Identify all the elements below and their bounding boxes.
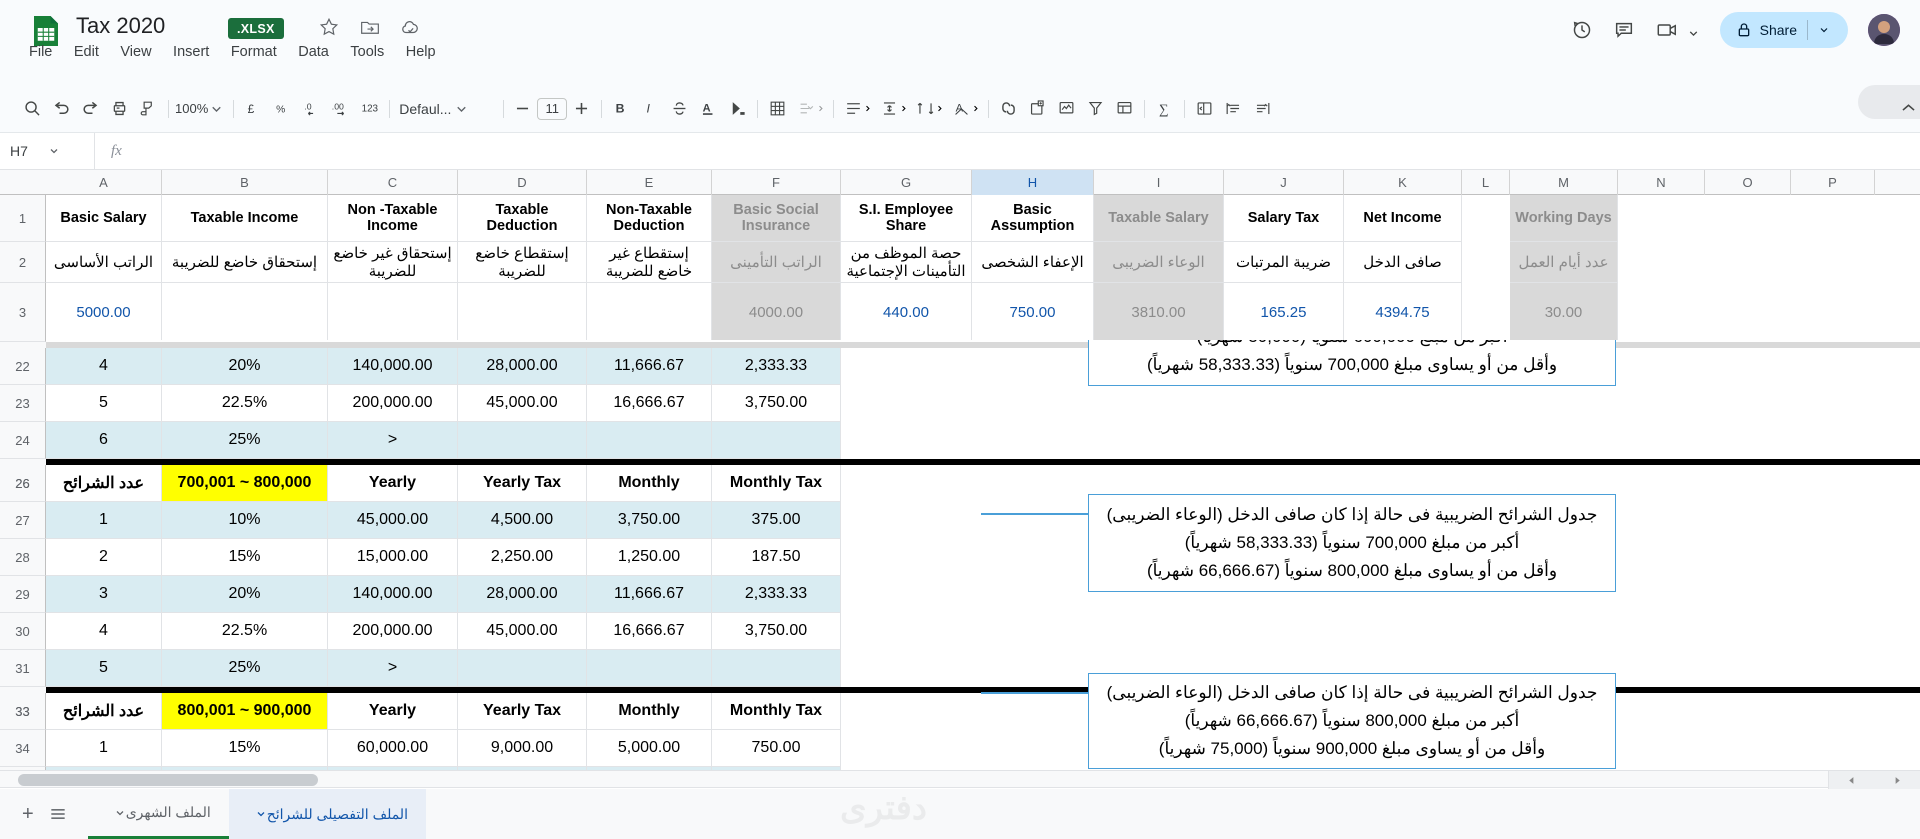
svg-text:A: A [703,102,711,114]
svg-text:.00: .00 [332,101,344,111]
svg-text:A: A [956,102,964,114]
svg-text:B: B [616,101,625,115]
svg-text:£: £ [248,102,255,116]
svg-text:123: 123 [362,104,379,115]
svg-text:.0: .0 [305,101,312,111]
svg-text:%: % [276,104,285,115]
svg-text:I: I [647,101,651,115]
svg-text:∑: ∑ [1159,101,1169,116]
